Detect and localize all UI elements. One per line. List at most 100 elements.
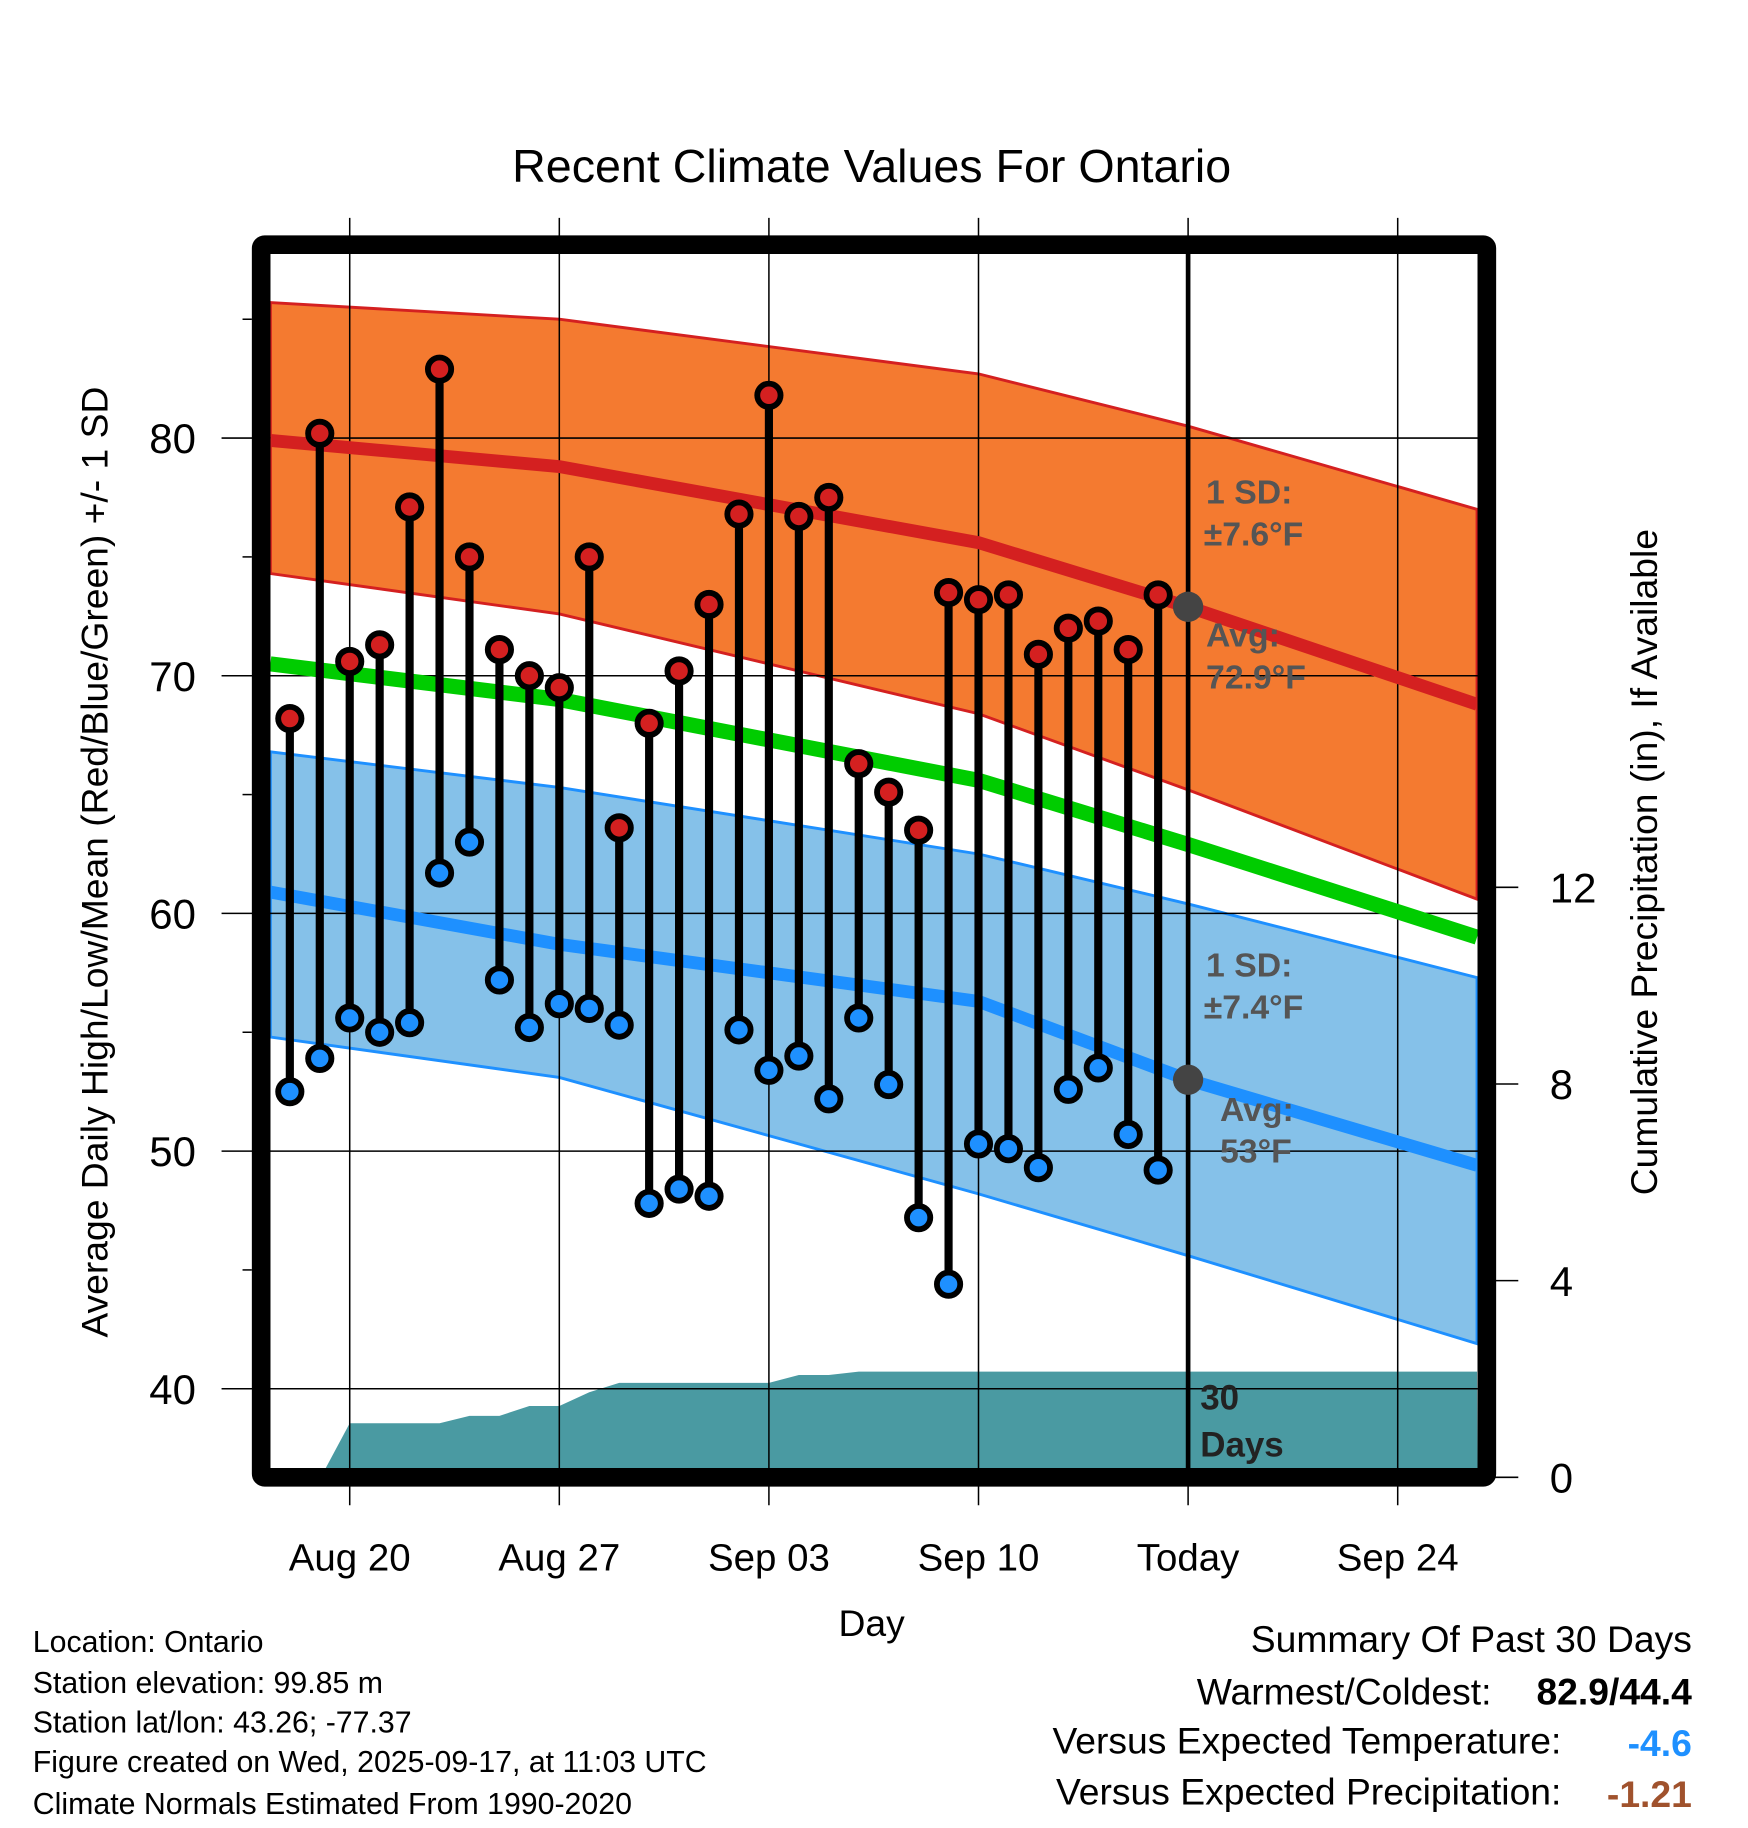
today-high-avg-marker [1172, 591, 1204, 622]
x-tick-label: Aug 27 [498, 1537, 620, 1580]
low-point [395, 1008, 425, 1038]
low-point [1113, 1119, 1143, 1150]
high-point [784, 501, 814, 532]
high-point [514, 661, 544, 691]
normal-bands [268, 301, 1479, 1346]
observations [275, 354, 1173, 1299]
normals-text: Climate Normals Estimated From 1990-2020 [33, 1788, 632, 1821]
high-point [814, 482, 844, 513]
location-text: Location: Ontario [33, 1626, 264, 1659]
high-point [874, 777, 904, 807]
high-point [335, 646, 365, 677]
y2-tick-label: 8 [1550, 1061, 1573, 1108]
low-sd-band [268, 750, 1479, 1346]
plot-frame [251, 235, 1497, 1487]
warm-cold-label: Warmest/Coldest: [1197, 1671, 1492, 1713]
high-point [1083, 606, 1113, 636]
low-point [574, 993, 604, 1024]
low-point [544, 989, 574, 1019]
high-avg-value: 72.9°F [1206, 659, 1306, 697]
today-low-avg-marker [1172, 1064, 1204, 1095]
grid [221, 217, 1478, 1506]
low-point [454, 827, 485, 857]
low-sd-value: ±7.4°F [1204, 988, 1304, 1026]
low-point [1023, 1153, 1053, 1183]
latlon-text: Station lat/lon: 43.26; -77.37 [33, 1706, 412, 1739]
precip-cumulative-area [325, 1371, 1478, 1468]
low-avg-value: 53°F [1220, 1133, 1292, 1171]
low-point [1083, 1053, 1113, 1083]
high-sd-label: 1 SD: [1206, 473, 1292, 511]
low-point [754, 1055, 784, 1085]
y-tick-label: 70 [149, 653, 196, 700]
precip-departure-label: Versus Expected Precipitation: [1056, 1771, 1561, 1813]
low-point [963, 1129, 994, 1159]
x-tick-label: Sep 03 [708, 1537, 830, 1580]
low-sd-label: 1 SD: [1206, 946, 1292, 984]
created-text: Figure created on Wed, 2025-09-17, at 11… [33, 1746, 707, 1779]
low-point [814, 1084, 844, 1114]
low-point [904, 1203, 934, 1233]
x-tick-label: Sep 10 [918, 1537, 1040, 1580]
precip-area [325, 1371, 1478, 1468]
station-info: Location: Ontario Station elevation: 99.… [33, 1626, 707, 1821]
high-sd-value: ±7.6°F [1204, 515, 1304, 553]
low-avg-label: Avg: [1220, 1091, 1294, 1129]
low-point [634, 1188, 664, 1218]
high-avg-label: Avg: [1206, 617, 1280, 655]
elevation-text: Station elevation: 99.85 m [33, 1667, 383, 1700]
summary-title: Summary Of Past 30 Days [1251, 1618, 1692, 1660]
low-point [484, 965, 514, 995]
low-point [844, 1003, 874, 1033]
high-point [724, 499, 754, 529]
y2-tick-label: 4 [1550, 1258, 1573, 1305]
high-point [544, 673, 574, 703]
low-point [784, 1041, 814, 1071]
low-point [1053, 1074, 1083, 1104]
x-tick-label: Aug 20 [289, 1537, 411, 1580]
low-point [604, 1010, 634, 1040]
y-tick-label: 40 [149, 1366, 196, 1413]
high-point [1023, 639, 1053, 669]
low-point [993, 1134, 1024, 1164]
y-tick-label: 80 [149, 415, 196, 462]
high-point [424, 354, 455, 384]
low-point [365, 1017, 395, 1047]
x-tick-label: Sep 24 [1337, 1537, 1459, 1580]
high-point [275, 703, 305, 734]
high-point [484, 635, 514, 665]
warm-cold-value: 82.9/44.4 [1536, 1671, 1692, 1713]
chart-title: Recent Climate Values For Ontario [512, 140, 1231, 192]
y2-axis-label: Cumulative Precipitation (in), If Availa… [1623, 529, 1665, 1195]
high-point [754, 380, 784, 410]
low-point [694, 1181, 724, 1211]
low-point [934, 1269, 964, 1299]
low-point [335, 1003, 365, 1033]
y2-tick-label: 12 [1550, 864, 1597, 911]
high-point [993, 580, 1024, 610]
high-avg-line [269, 434, 1480, 711]
low-point [424, 858, 455, 888]
high-point [305, 418, 335, 448]
x-tick-label: Today [1137, 1537, 1240, 1580]
high-point [454, 542, 485, 572]
high-point [634, 708, 664, 738]
low-point [664, 1174, 694, 1204]
high-point [1053, 613, 1083, 643]
high-point [574, 542, 604, 572]
precip-label-30: 30 [1200, 1379, 1239, 1418]
high-point [694, 589, 724, 620]
high-point [365, 630, 395, 660]
high-point [934, 577, 964, 608]
high-point [1113, 635, 1143, 665]
temp-departure-label: Versus Expected Temperature: [1053, 1719, 1562, 1761]
precip-departure-value: -1.21 [1607, 1773, 1692, 1815]
plot-border [251, 235, 1497, 1487]
x-axis-label: Day [839, 1602, 906, 1644]
high-point [844, 749, 874, 779]
high-point [395, 492, 425, 522]
y2-tick-label: 0 [1550, 1454, 1573, 1501]
